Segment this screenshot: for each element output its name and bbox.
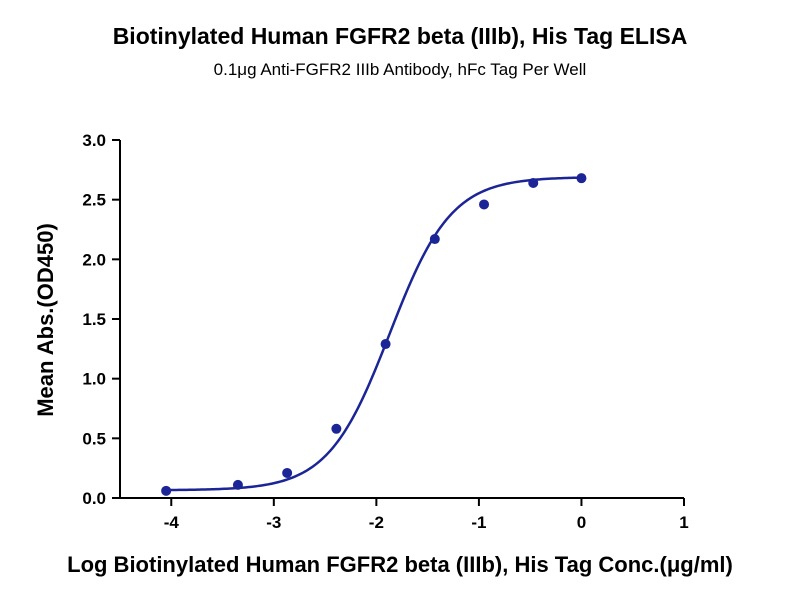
data-point	[161, 485, 172, 496]
x-tick-label: 0	[577, 513, 586, 532]
x-axis: -4 -3 -2 -1 0 1	[120, 497, 689, 532]
x-tick-label: -4	[164, 513, 180, 532]
data-point	[429, 234, 440, 245]
y-tick-label: 3.0	[82, 131, 106, 150]
chart-subtitle: 0.1μg Anti-FGFR2 IIIb Antibody, hFc Tag …	[214, 60, 587, 79]
data-point	[380, 339, 391, 350]
x-tick-label: -1	[471, 513, 486, 532]
y-tick-label: 2.0	[82, 250, 106, 269]
y-tick-label: 1.0	[82, 370, 106, 389]
data-point	[282, 467, 293, 478]
y-tick-label: 1.5	[82, 310, 106, 329]
data-point	[331, 423, 342, 434]
data-point	[528, 177, 539, 188]
data-points	[161, 173, 587, 496]
x-tick-label: 1	[679, 513, 688, 532]
y-axis-label: Mean Abs.(OD450)	[33, 223, 58, 417]
y-tick-label: 0.5	[82, 429, 106, 448]
y-tick-label: 0.0	[82, 489, 106, 508]
x-tick-label: -2	[369, 513, 384, 532]
fit-curve	[166, 176, 582, 492]
y-axis: 0.0 0.5 1.0 1.5 2.0 2.5 3.0	[82, 131, 121, 508]
data-point	[479, 199, 490, 210]
y-tick-label: 2.5	[82, 191, 106, 210]
data-point	[232, 479, 243, 490]
data-point	[576, 173, 587, 184]
x-tick-label: -3	[266, 513, 281, 532]
chart-title: Biotinylated Human FGFR2 beta (IIIb), Hi…	[113, 23, 688, 49]
x-axis-label: Log Biotinylated Human FGFR2 beta (IIIb)…	[67, 552, 733, 577]
